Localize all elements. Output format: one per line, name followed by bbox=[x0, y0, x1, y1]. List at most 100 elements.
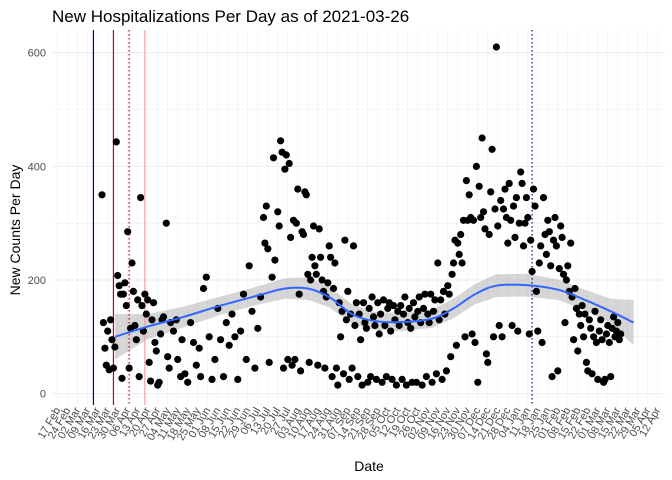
data-point bbox=[562, 276, 571, 284]
data-point bbox=[590, 333, 598, 341]
data-point bbox=[585, 316, 593, 324]
data-point bbox=[598, 336, 606, 344]
data-point bbox=[448, 270, 456, 278]
data-point bbox=[225, 341, 233, 349]
data-point bbox=[332, 364, 340, 372]
data-point bbox=[597, 316, 605, 324]
data-point bbox=[205, 333, 213, 341]
data-point bbox=[577, 321, 585, 330]
data-point bbox=[181, 370, 189, 378]
data-point bbox=[592, 338, 601, 347]
data-point bbox=[251, 364, 259, 372]
data-point bbox=[118, 374, 126, 382]
data-point bbox=[165, 364, 173, 372]
data-point bbox=[501, 185, 509, 193]
data-point bbox=[372, 375, 380, 383]
y-tick-label: 400 bbox=[28, 161, 46, 173]
data-point bbox=[287, 233, 295, 241]
data-point bbox=[610, 313, 618, 321]
data-point bbox=[424, 310, 432, 318]
smooth-line bbox=[114, 283, 635, 338]
data-point bbox=[461, 333, 469, 341]
data-point bbox=[571, 284, 579, 293]
data-point bbox=[477, 213, 485, 222]
data-point bbox=[554, 367, 562, 375]
data-point bbox=[418, 381, 426, 389]
data-point bbox=[339, 370, 348, 378]
data-point bbox=[447, 353, 455, 361]
data-point bbox=[561, 319, 569, 327]
data-point bbox=[271, 256, 279, 264]
data-point bbox=[439, 287, 448, 295]
data-point bbox=[437, 296, 445, 304]
data-point bbox=[427, 290, 435, 298]
data-point bbox=[531, 202, 539, 210]
data-point bbox=[121, 279, 129, 287]
data-point bbox=[465, 191, 473, 199]
data-point bbox=[337, 333, 345, 341]
data-point bbox=[527, 236, 535, 244]
data-point bbox=[462, 177, 470, 185]
data-point bbox=[419, 304, 428, 312]
data-point bbox=[402, 381, 410, 389]
data-point bbox=[487, 188, 495, 196]
data-point bbox=[231, 333, 239, 341]
data-point bbox=[555, 265, 563, 273]
data-point bbox=[580, 333, 588, 341]
data-point bbox=[521, 219, 529, 227]
data-point bbox=[375, 330, 383, 338]
data-point bbox=[328, 373, 336, 381]
data-point bbox=[398, 375, 406, 383]
data-point bbox=[308, 253, 316, 261]
data-point bbox=[399, 310, 408, 318]
data-point bbox=[431, 296, 439, 304]
data-point bbox=[107, 316, 115, 324]
data-point bbox=[382, 373, 390, 381]
data-point bbox=[574, 347, 582, 355]
data-point bbox=[321, 364, 329, 372]
data-point bbox=[499, 205, 508, 213]
data-point bbox=[245, 262, 253, 270]
data-point bbox=[588, 370, 596, 378]
data-point bbox=[135, 373, 143, 381]
data-point bbox=[484, 358, 492, 366]
data-point bbox=[114, 271, 122, 280]
data-point bbox=[295, 290, 303, 298]
data-point bbox=[361, 319, 369, 327]
data-point bbox=[159, 313, 168, 321]
data-point bbox=[162, 219, 170, 227]
data-point bbox=[141, 290, 149, 298]
data-point bbox=[261, 239, 269, 247]
data-point bbox=[99, 319, 107, 327]
data-point bbox=[605, 338, 613, 347]
data-point bbox=[434, 259, 442, 267]
data-point bbox=[475, 182, 483, 190]
data-point bbox=[325, 242, 333, 250]
data-point bbox=[551, 213, 559, 222]
data-point bbox=[488, 145, 496, 153]
data-point bbox=[297, 367, 305, 375]
data-point bbox=[187, 319, 195, 327]
data-point bbox=[315, 225, 323, 233]
y-axis-title: New Counts Per Day bbox=[7, 165, 23, 296]
data-point bbox=[545, 228, 553, 236]
data-point bbox=[164, 353, 172, 361]
data-point bbox=[549, 236, 558, 244]
data-point bbox=[324, 279, 332, 287]
data-point bbox=[458, 259, 466, 267]
data-point bbox=[407, 324, 415, 332]
data-point bbox=[558, 233, 566, 241]
data-point bbox=[479, 208, 488, 216]
data-point bbox=[148, 316, 156, 324]
data-point bbox=[387, 327, 395, 335]
data-point bbox=[529, 185, 538, 193]
data-point bbox=[341, 236, 349, 244]
data-point bbox=[178, 336, 186, 344]
data-point bbox=[381, 321, 389, 330]
data-point bbox=[299, 230, 308, 239]
data-point bbox=[405, 304, 413, 312]
data-point bbox=[394, 307, 402, 315]
data-point bbox=[525, 330, 533, 338]
data-point bbox=[567, 239, 575, 247]
